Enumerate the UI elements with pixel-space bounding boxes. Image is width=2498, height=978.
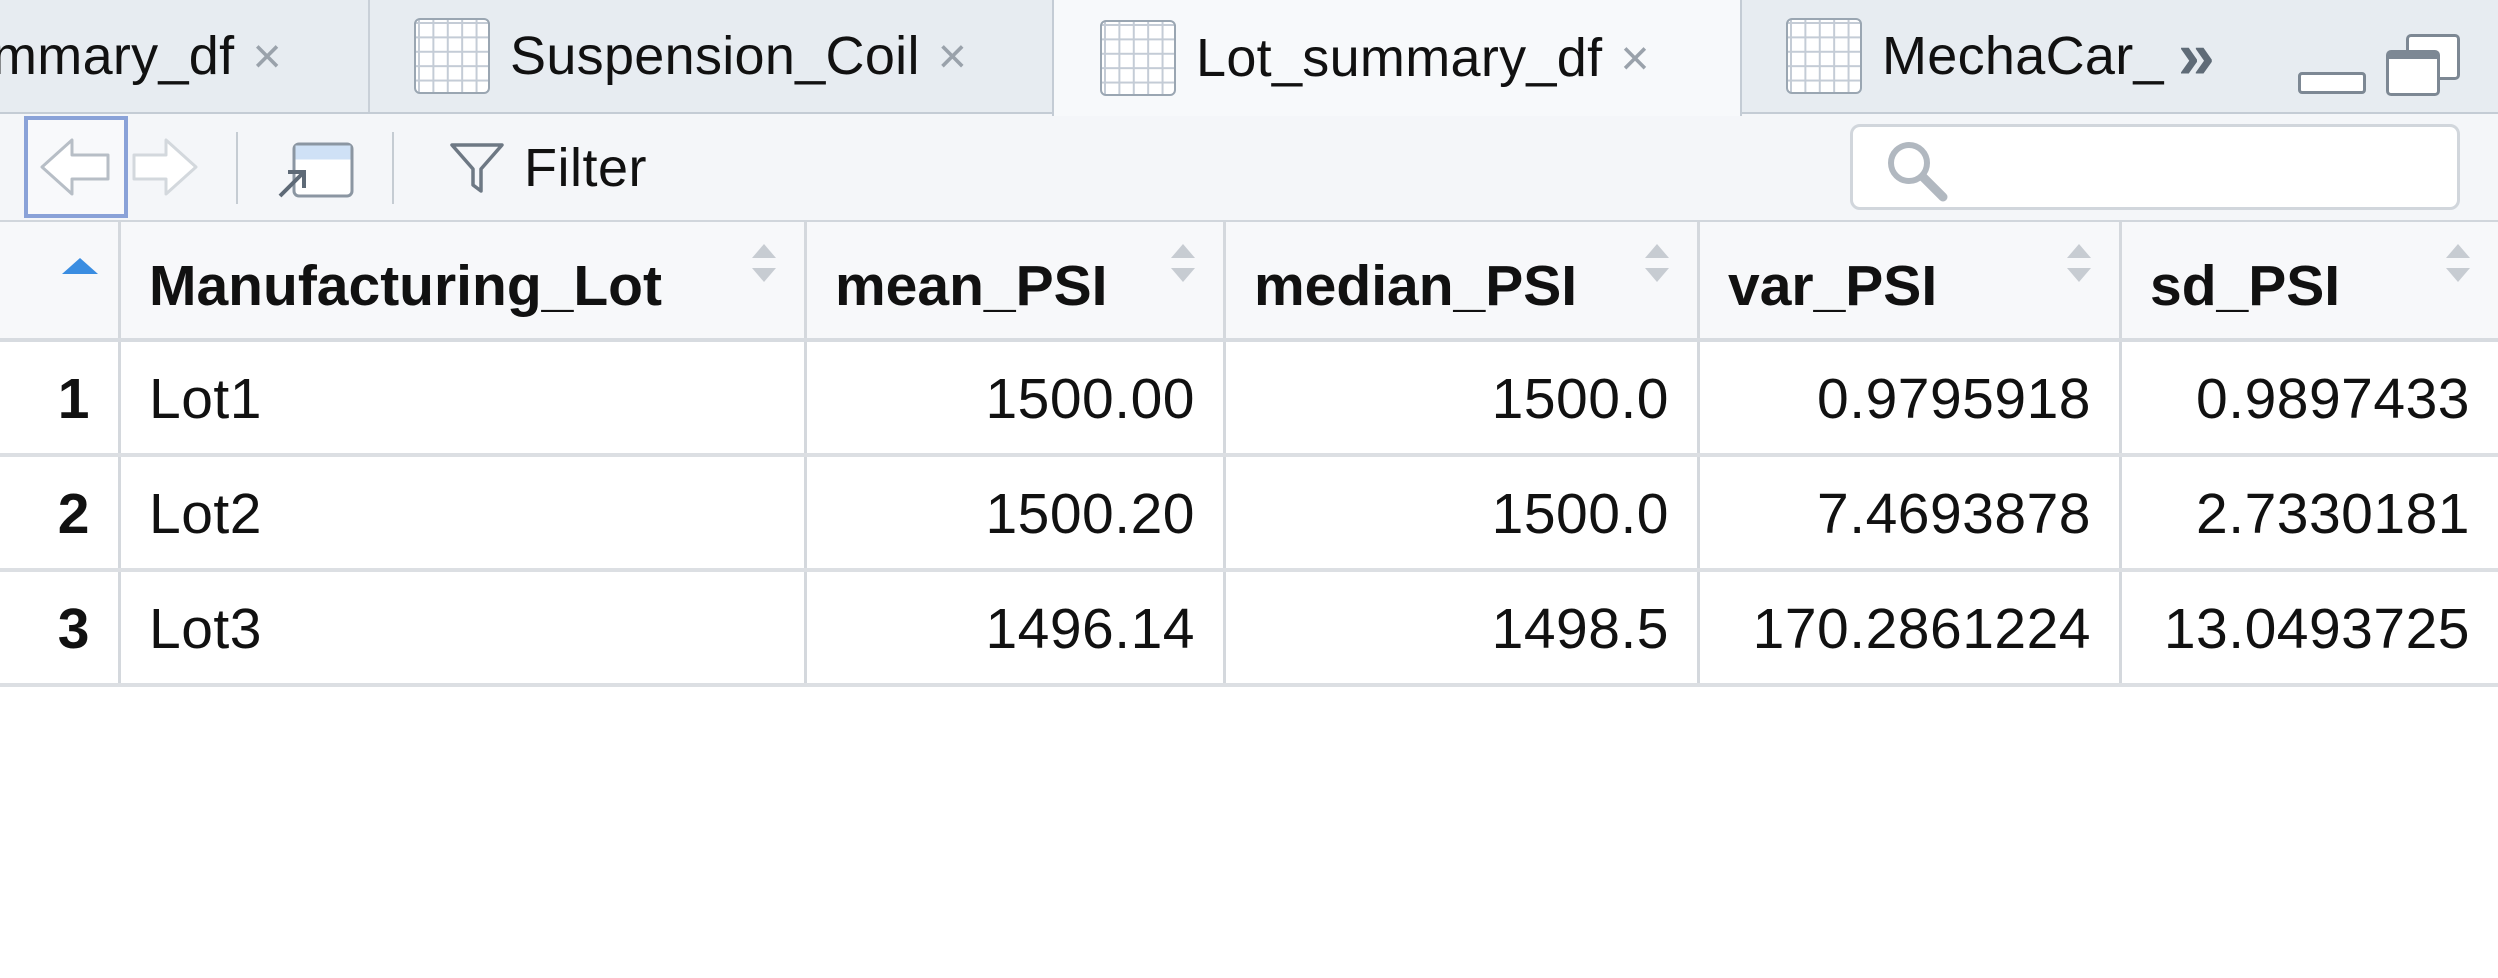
close-icon[interactable]: × xyxy=(252,28,282,84)
toolbar-divider xyxy=(236,132,238,204)
maximize-pane-icon[interactable] xyxy=(2386,34,2462,98)
table-icon xyxy=(1100,20,1176,96)
column-header-label: median_PSI xyxy=(1254,254,1578,318)
column-header-var-psi[interactable]: var_PSI xyxy=(1700,222,2122,338)
row-number-header[interactable] xyxy=(0,222,121,338)
cell-mean-psi: 1500.00 xyxy=(807,342,1226,453)
table-icon xyxy=(1786,18,1862,94)
table-row: 2 Lot2 1500.20 1500.0 7.4693878 2.733018… xyxy=(0,457,2498,572)
cell-manufacturing-lot: Lot2 xyxy=(121,457,807,568)
row-number: 3 xyxy=(0,572,121,683)
tab-label: Suspension_Coil xyxy=(510,26,920,86)
cell-sd-psi: 0.9897433 xyxy=(2196,367,2470,431)
cell-mean-psi: 1496.14 xyxy=(807,572,1226,683)
arrow-right-icon xyxy=(132,138,198,196)
row-number: 2 xyxy=(0,457,121,568)
search-icon xyxy=(1888,142,1948,202)
table-icon xyxy=(414,18,490,94)
tab-suspension-coil[interactable]: Suspension_Coil × xyxy=(370,0,1054,112)
table-row: 3 Lot3 1496.14 1498.5 170.2861224 13.049… xyxy=(0,572,2498,687)
editor-tab-bar: mmary_df × Suspension_Coil × Lot_summary… xyxy=(0,0,2498,116)
row-number: 1 xyxy=(0,342,121,453)
minimize-pane-icon[interactable] xyxy=(2298,72,2366,94)
search-input[interactable] xyxy=(1963,133,2447,201)
arrow-left-icon xyxy=(40,138,110,196)
cell-sd-psi: 2.7330181 xyxy=(2196,482,2470,546)
forward-button[interactable] xyxy=(130,120,206,214)
cell-var-psi: 170.2861224 xyxy=(1700,572,2122,683)
tab-lot-summary-df[interactable]: Lot_summary_df × xyxy=(1052,0,1742,116)
table-row: 1 Lot1 1500.00 1500.0 0.9795918 0.989743… xyxy=(0,342,2498,457)
column-header-label: mean_PSI xyxy=(835,254,1108,318)
column-header-sd-psi[interactable]: sd_PSI xyxy=(2122,222,2498,338)
popout-window-icon xyxy=(278,142,354,198)
search-box[interactable] xyxy=(1850,124,2460,210)
filter-label: Filter xyxy=(524,138,647,198)
cell-manufacturing-lot: Lot1 xyxy=(121,342,807,453)
close-icon[interactable]: × xyxy=(1620,30,1650,86)
cell-median-psi: 1500.0 xyxy=(1226,457,1700,568)
cell-sd-psi: 13.0493725 xyxy=(2163,597,2470,661)
cell-manufacturing-lot: Lot3 xyxy=(121,572,807,683)
sort-ascending-icon xyxy=(62,258,98,274)
tab-mechacar[interactable]: MechaCar_ xyxy=(1740,0,2200,112)
table-header-row: Manufacturing_Lot mean_PSI median_PSI va… xyxy=(0,222,2498,342)
column-header-label: sd_PSI xyxy=(2150,254,2341,318)
toolbar-divider xyxy=(392,132,394,204)
column-header-mean-psi[interactable]: mean_PSI xyxy=(807,222,1226,338)
cell-var-psi: 0.9795918 xyxy=(1700,342,2122,453)
sort-icon[interactable] xyxy=(1643,244,1673,294)
column-header-manufacturing-lot[interactable]: Manufacturing_Lot xyxy=(121,222,807,338)
tab-label: MechaCar_ xyxy=(1882,26,2164,86)
cell-median-psi: 1500.0 xyxy=(1226,342,1700,453)
close-icon[interactable]: × xyxy=(937,28,967,84)
funnel-icon xyxy=(450,143,504,193)
column-header-label: var_PSI xyxy=(1728,254,1938,318)
filter-button[interactable]: Filter xyxy=(448,128,647,208)
sort-icon[interactable] xyxy=(2065,244,2095,294)
tab-label: Lot_summary_df xyxy=(1196,28,1603,88)
sort-icon[interactable] xyxy=(2444,244,2474,294)
column-header-label: Manufacturing_Lot xyxy=(149,254,662,318)
cell-mean-psi: 1500.20 xyxy=(807,457,1226,568)
back-button[interactable] xyxy=(24,116,128,218)
cell-var-psi: 7.4693878 xyxy=(1700,457,2122,568)
sort-icon[interactable] xyxy=(1169,244,1199,294)
sort-icon[interactable] xyxy=(750,244,780,294)
tab-overflow-icon[interactable]: » xyxy=(2178,18,2215,92)
data-viewer-toolbar: Filter xyxy=(0,114,2498,222)
tab-label: mmary_df xyxy=(0,26,235,86)
column-header-median-psi[interactable]: median_PSI xyxy=(1226,222,1700,338)
tab-summary-df[interactable]: mmary_df × xyxy=(0,0,370,112)
show-in-new-window-button[interactable] xyxy=(276,140,356,200)
cell-median-psi: 1498.5 xyxy=(1226,572,1700,683)
